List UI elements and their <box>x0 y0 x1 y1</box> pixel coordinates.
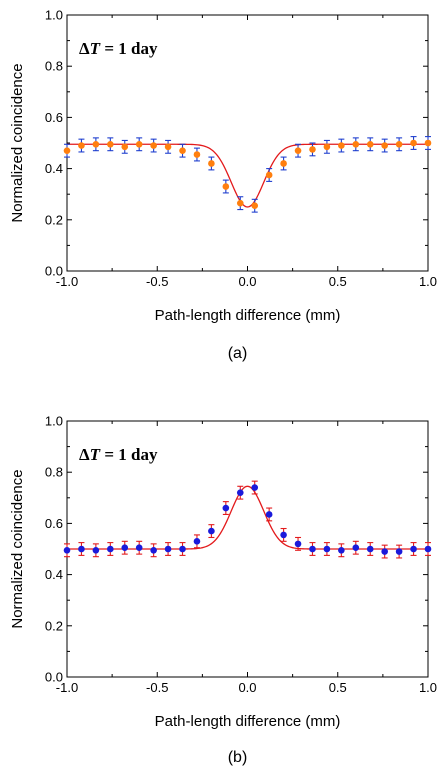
data-point <box>222 504 230 512</box>
data-point <box>179 545 186 553</box>
data-point <box>280 160 287 167</box>
data-point <box>208 160 215 167</box>
x-tick-label: 0.5 <box>329 680 347 695</box>
data-point <box>121 143 129 151</box>
y-tick-label: 0.6 <box>45 516 63 531</box>
chart-panel-b: -1.0 -0.5 0.0 0.5 1.0 0.0 0.2 0.4 0.6 0.8 1.0 Path-… <box>9 414 437 767</box>
data-point <box>265 511 273 518</box>
data-point <box>164 143 172 151</box>
annotation-variable: T <box>90 39 101 58</box>
data-point <box>338 142 345 149</box>
x-tick-label: -0.5 <box>146 680 168 695</box>
data-point <box>92 140 100 148</box>
y-tick-label: 1.0 <box>45 8 63 23</box>
y-tick-label: 0.6 <box>45 110 63 125</box>
y-tick-label: 0.8 <box>45 465 63 480</box>
annotation-value: = 1 day <box>100 445 158 464</box>
data-point <box>208 527 215 535</box>
panel-label: (b) <box>228 749 248 766</box>
x-tick-label: 0.5 <box>329 274 347 289</box>
x-axis-label: Path-length difference (mm) <box>155 713 341 730</box>
y-axis-label: Normalized coincidence <box>9 469 26 628</box>
y-tick-label: 0.8 <box>45 59 63 74</box>
data-point <box>352 140 360 148</box>
annotation: ΔT = 1 day <box>79 445 158 464</box>
data-point <box>135 140 143 148</box>
data-point <box>236 199 244 207</box>
data-point <box>294 540 302 548</box>
fit-curve <box>67 143 428 208</box>
data-point <box>78 545 85 553</box>
data-point <box>265 171 273 179</box>
y-tick-label: 0.4 <box>45 567 63 582</box>
data-point <box>107 545 114 553</box>
y-axis-label: Normalized coincidence <box>9 63 26 222</box>
data-point <box>193 151 201 158</box>
data-point <box>338 546 345 554</box>
panel-label: (a) <box>228 345 248 362</box>
y-tick-label: 1.0 <box>45 414 63 429</box>
data-point <box>294 147 302 154</box>
y-tick-label: 0.2 <box>45 212 63 227</box>
data-point <box>63 546 71 554</box>
data-point <box>92 546 100 554</box>
x-tick-label: 0.0 <box>238 680 256 695</box>
y-tick-label: 0.0 <box>45 670 63 685</box>
x-tick-label: -1.0 <box>56 680 78 695</box>
x-tick-label: 1.0 <box>419 680 437 695</box>
data-point <box>222 183 230 190</box>
y-tick-label: 0.0 <box>45 264 63 279</box>
data-point <box>63 147 71 154</box>
data-point <box>366 545 374 553</box>
data-point <box>107 140 114 148</box>
data-point <box>323 143 331 151</box>
data-point <box>410 545 417 553</box>
data-point <box>309 545 316 553</box>
annotation-delta: Δ <box>79 39 90 58</box>
x-axis-label: Path-length difference (mm) <box>155 307 341 324</box>
annotation-variable: T <box>90 445 101 464</box>
data-point <box>78 142 85 149</box>
x-tick-label: -0.5 <box>146 274 168 289</box>
y-tick-label: 0.2 <box>45 618 63 633</box>
annotation-value: = 1 day <box>100 39 158 58</box>
data-point <box>424 139 432 147</box>
data-point <box>251 202 259 210</box>
annotation: ΔT = 1 day <box>79 39 158 58</box>
data-point <box>309 146 316 153</box>
data-point <box>381 142 388 149</box>
data-point <box>352 544 360 552</box>
data-point <box>135 544 143 552</box>
chart-panel-a: -1.0 -0.5 0.0 0.5 1.0 0.0 0.2 0.4 0.6 0.8 1.0 Path-… <box>9 8 437 363</box>
data-point <box>280 531 287 539</box>
data-point <box>251 484 259 491</box>
y-tick-label: 0.4 <box>45 161 63 176</box>
data-point <box>323 545 331 553</box>
data-point <box>366 140 374 148</box>
data-point <box>395 548 403 555</box>
data-point <box>395 140 403 148</box>
fit-curve <box>67 485 428 550</box>
data-point <box>236 489 244 496</box>
data-point <box>150 142 157 149</box>
data-point <box>164 545 172 553</box>
data-point <box>410 139 417 147</box>
data-point <box>150 546 157 554</box>
data-point <box>424 545 432 553</box>
annotation-delta: Δ <box>79 445 90 464</box>
data-point <box>381 548 388 555</box>
data-point <box>121 544 129 552</box>
x-tick-label: -1.0 <box>56 274 78 289</box>
x-tick-label: 0.0 <box>238 274 256 289</box>
data-point <box>193 538 201 545</box>
data-point <box>179 147 186 154</box>
x-tick-label: 1.0 <box>419 274 437 289</box>
